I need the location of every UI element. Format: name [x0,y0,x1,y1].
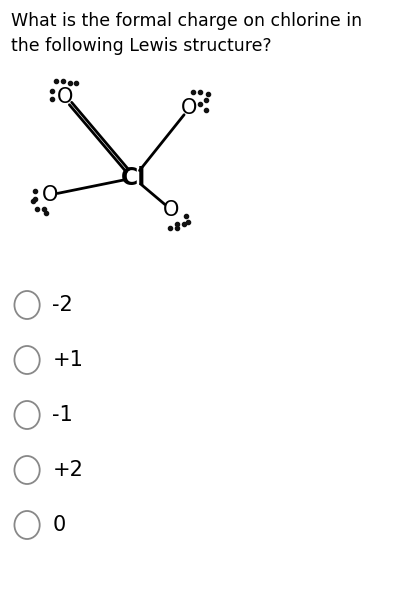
Text: What is the formal charge on chlorine in
the following Lewis structure?: What is the formal charge on chlorine in… [11,12,362,55]
Text: Cl: Cl [121,166,146,190]
Text: O: O [181,98,198,118]
Text: 0: 0 [52,515,66,535]
Text: +2: +2 [52,460,83,480]
Text: O: O [163,200,180,220]
Text: +1: +1 [52,350,83,370]
Text: O: O [41,185,58,205]
Text: -2: -2 [52,295,73,315]
Text: O: O [57,87,73,107]
Text: -1: -1 [52,405,73,425]
